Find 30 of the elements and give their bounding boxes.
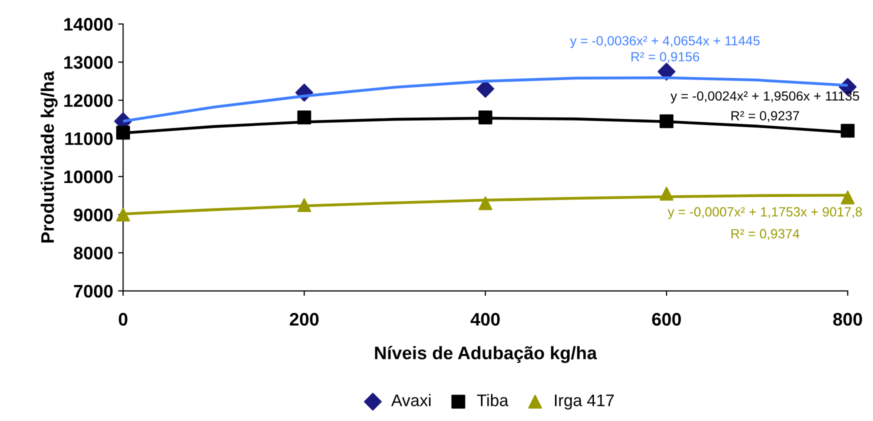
point [116, 208, 130, 222]
x-tick-label: 800 [833, 312, 862, 326]
annotation: R² = 0,9237 [732, 111, 800, 122]
point [116, 126, 130, 140]
y-tick-label: 10000 [64, 170, 113, 184]
y-tick-label: 12000 [64, 94, 113, 107]
legend-label: Irga 417 [554, 394, 614, 410]
annotation: y = -0,0007x² + 1,1753x + 9017,8 [668, 207, 862, 220]
point [658, 62, 676, 81]
y-tick-label: 7000 [74, 284, 113, 298]
point [478, 196, 492, 210]
x-tick-label: 400 [470, 312, 500, 326]
y-tick-label: 11000 [65, 132, 113, 146]
legend-label: Avaxi [391, 394, 431, 406]
annotation: R² = 0,9374 [732, 229, 800, 240]
annotation: R² = 0,9156 [632, 52, 700, 63]
y-tick-label: 8000 [74, 246, 113, 260]
y-tick-label: 9000 [74, 208, 113, 222]
y-axis-title: Produtividade kg/ha [40, 71, 58, 243]
x-tick-label: 0 [118, 312, 128, 326]
x-tick-label: 600 [652, 312, 681, 326]
annotation: y = -0,0024x² + 1,9506x + 11135 [670, 91, 860, 104]
x-axis-title: Níveis de Adubação kg/ha [375, 346, 598, 364]
x-tick-label: 200 [290, 312, 319, 326]
y-tick-label: 13000 [64, 56, 113, 69]
legend-label: Tiba [477, 394, 508, 406]
point [476, 80, 494, 98]
point [840, 190, 855, 204]
annotation: y = -0,0036x² + 4,0654x + 11445 [570, 36, 760, 48]
y-tick-label: 14000 [64, 18, 113, 31]
